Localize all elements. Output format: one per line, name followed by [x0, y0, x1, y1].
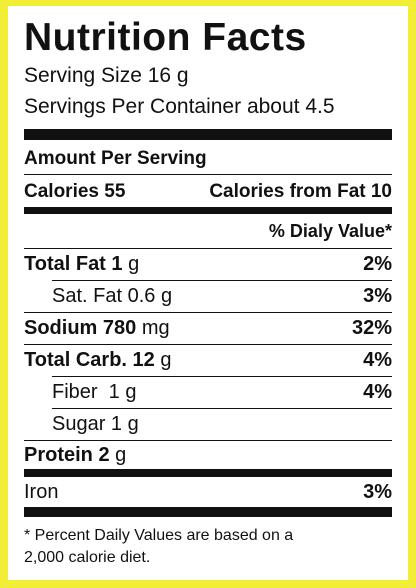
calories-line: Calories 55 Calories from Fat 10 — [24, 181, 392, 203]
nutrient-row: Sugar 1 g — [52, 408, 392, 440]
rule — [24, 174, 392, 175]
nutrient-row: Protein 2 g — [24, 440, 392, 469]
daily-value-header: % Dialy Value* — [268, 221, 392, 241]
nutrient-percent: 2% — [363, 253, 392, 275]
nutrient-percent: 3% — [363, 285, 392, 307]
nutrient-row: Iron 3% — [24, 477, 392, 507]
nutrient-percent: 4% — [363, 349, 392, 371]
nutrient-row: Total Carb. 12 g 4% — [24, 344, 392, 376]
thick-rule — [24, 469, 392, 477]
nutrient-percent: 32% — [351, 317, 392, 339]
nutrient-row: Sat. Fat 0.6 g 3% — [52, 280, 392, 312]
nutrient-name: Sat. Fat 0.6 g — [52, 285, 173, 307]
title: Nutrition Facts — [24, 16, 307, 59]
serving-size: Serving Size 16 g — [24, 64, 189, 87]
calories: Calories 55 — [24, 181, 126, 202]
footnote: 2,000 calorie diet. — [24, 549, 151, 566]
nutrient-percent: 4% — [363, 381, 392, 403]
nutrient-name: Fiber 1 g — [52, 381, 137, 403]
thick-rule — [24, 207, 392, 214]
amount-per-serving: Amount Per Serving — [24, 148, 207, 169]
thick-rule — [24, 129, 392, 140]
nutrient-row: Total Fat 1 g 2% — [24, 248, 392, 280]
nutrient-name: Total Carb. 12 — [24, 349, 155, 371]
nutrient-amount: mg — [141, 317, 170, 339]
thick-rule — [24, 507, 392, 517]
nutrient-name: Sugar 1 g — [52, 413, 139, 435]
nutrient-amount: g — [128, 253, 140, 275]
nutrient-name: Total Fat 1 — [24, 253, 123, 275]
nutrient-amount: g — [160, 349, 172, 371]
servings-per-container: Servings Per Container about 4.5 — [24, 95, 335, 118]
nutrient-amount: g — [115, 443, 127, 466]
nutrient-name: Sodium 780 — [24, 317, 137, 339]
nutrient-row: Sodium 780 mg 32% — [24, 312, 392, 344]
nutrient-row: Fiber 1 g 4% — [52, 376, 392, 408]
nutrient-name: Protein 2 — [24, 443, 110, 466]
nutrient-name: Iron — [24, 480, 59, 503]
calories-from-fat: Calories from Fat 10 — [209, 181, 392, 202]
footnote: * Percent Daily Values are based on a — [24, 527, 294, 544]
nutrition-label: Nutrition Facts Serving Size 16 g Servin… — [8, 6, 408, 580]
nutrient-percent: 3% — [363, 480, 392, 503]
